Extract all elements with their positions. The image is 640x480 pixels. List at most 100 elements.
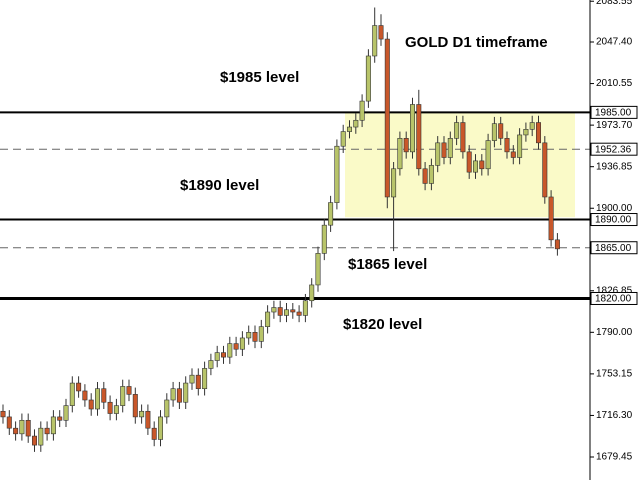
candle-body [479,160,485,170]
candle-body [76,382,82,392]
candle-body [346,126,352,132]
candle-body [472,160,478,173]
level-tag [590,213,638,227]
candle-body [208,360,214,369]
candle-body [189,374,195,384]
candle-body [271,307,277,313]
candle-body [101,388,107,403]
candle-body [372,25,378,57]
candle-body [302,300,308,316]
candle-body [409,104,415,153]
annotation: $1865 level [348,256,427,273]
candle-body [25,419,31,437]
y-tick-label: 1679.45 [596,452,633,463]
candle-body [38,427,44,446]
candle-body [113,405,119,414]
candle-body [296,311,302,316]
candle-body [227,343,233,358]
candle-body [277,307,283,316]
candle-body [491,123,497,141]
candle-body [183,382,189,403]
candle-body [132,394,138,418]
candle-body [510,151,516,158]
level-tag-label: 1985.00 [595,108,632,119]
candle-body [6,416,12,429]
y-tick-label: 1716.30 [596,410,633,421]
y-tick-label: 1753.15 [596,369,633,380]
candle-body [145,410,151,429]
level-tag-label: 1952.36 [595,144,632,155]
level-tag-label: 1820.00 [595,294,632,305]
candle-body [258,326,264,342]
candle-body [88,399,94,410]
candle-body [542,142,548,198]
candle-body [447,138,453,158]
level-tag-label: 1890.00 [595,215,632,226]
level-tag [590,241,638,255]
candle-body [202,368,208,390]
candle-body [378,25,384,40]
candle-body [309,284,315,302]
candle-body [365,55,371,102]
y-tick-label: 1973.70 [596,120,633,131]
candle-body [283,309,289,316]
candle-body [19,419,25,435]
candle-body [57,416,63,421]
candle-body [441,142,447,158]
candle-body [353,119,359,128]
candle-body [460,122,466,153]
candle-body [13,427,19,435]
candle-body [290,309,296,313]
candle-body [554,239,560,250]
candle-body [252,332,258,342]
candle-body [164,399,170,418]
candle-body [69,382,75,406]
candle-body [454,122,460,139]
candle-body [384,38,390,198]
candle-body [397,138,403,170]
candle-body [170,388,176,401]
candle-body [50,416,56,435]
candle-body [529,122,535,130]
candle-body [151,427,157,440]
annotation: $1820 level [343,316,422,333]
candle-body [535,122,541,144]
candle-body [63,405,69,421]
candle-body [548,196,554,241]
candle-body [416,104,422,170]
candle-body [239,337,245,350]
candle-body [195,374,201,390]
candle-body [176,388,182,403]
y-tick-label: 2010.55 [596,78,633,89]
y-tick-label: 1936.85 [596,161,633,172]
candle-body [403,138,409,153]
candle-body [504,138,510,153]
y-tick-label: 2047.40 [596,37,633,48]
y-tick-label: 1900.00 [596,203,633,214]
level-tag [590,291,638,305]
candle-body [95,388,101,410]
candle-body [498,123,504,139]
chart-title: GOLD D1 timeframe [405,34,548,51]
candle-body [391,168,397,198]
level-tag [590,142,638,156]
candle-body [315,253,321,286]
candle-body [517,134,523,158]
y-tick-label: 1790.00 [596,327,633,338]
candle-body [221,352,227,358]
annotation: $1985 level [220,69,299,86]
candle-body [246,332,252,339]
candle-body [340,131,346,147]
candle-body [485,140,491,170]
candle-body [466,151,472,173]
candle-body [107,401,113,414]
candle-body [31,435,37,446]
candle-body [233,343,239,350]
y-tick-label: 2083.55 [596,0,633,7]
y-tick-label: 1826.85 [596,285,633,296]
candle-body [265,311,271,327]
candle-body [158,416,164,440]
candle-body [334,145,340,203]
